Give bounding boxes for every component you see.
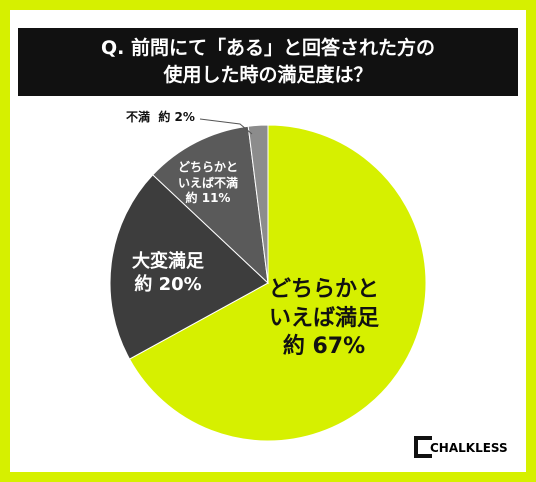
category-label: 不満 (126, 110, 151, 124)
category-label: どちらかといえば不満 (177, 160, 238, 190)
value-label: 約 2% (158, 110, 195, 124)
slice-label: どちらかといえば不満約 11% (177, 160, 239, 207)
pie-slice (109, 174, 269, 360)
category-label: 大変満足 (132, 251, 204, 272)
value-label: 約 67% (282, 334, 366, 360)
title-banner: Q. 前問にて「ある」と回答された方の 使用した時の満足度は？ (18, 28, 518, 96)
pie-slice (128, 124, 427, 442)
slice-label: どちらかといえば満足約 67% (268, 276, 380, 362)
logo-mark (414, 436, 432, 458)
title-line: 使用した時の満足度は？ (163, 64, 373, 86)
value-label: 約 11% (185, 191, 231, 206)
value-label: 約 20% (134, 274, 202, 296)
category-label: どちらかといえば満足 (268, 277, 379, 331)
leader-line (199, 118, 253, 135)
pie-slice (247, 124, 269, 284)
brand: CHALKLESS (430, 441, 508, 455)
slice-label: 大変満足約 20% (128, 250, 208, 297)
slice-label: 不満 約 2% (126, 110, 216, 126)
title-line: Q. 前問にて「ある」と回答された方の (101, 37, 435, 59)
